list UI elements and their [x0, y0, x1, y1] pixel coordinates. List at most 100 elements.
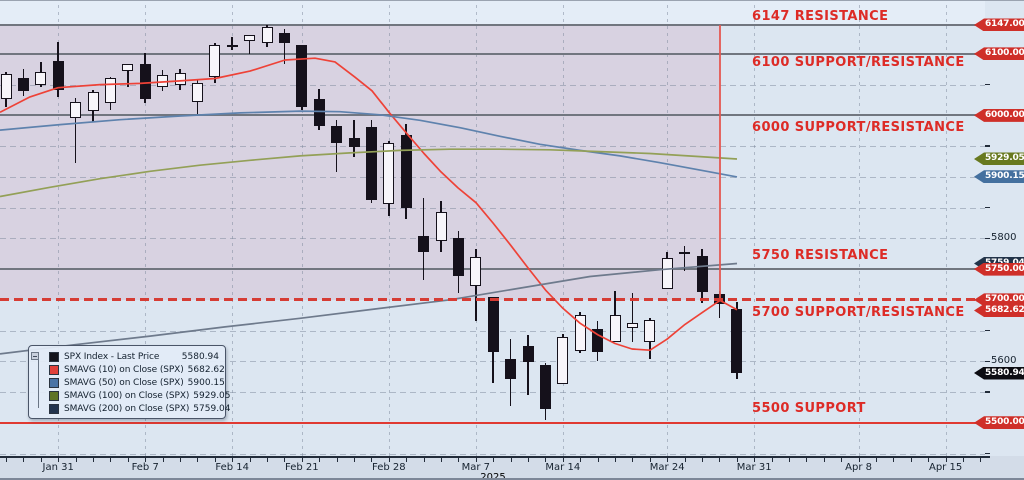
- candle: [609, 315, 621, 342]
- x-axis-label: Mar 24: [649, 462, 685, 473]
- x-axis-label: Feb 7: [131, 462, 159, 473]
- y-axis-tick: [985, 206, 990, 209]
- x-axis-tick: [232, 458, 234, 462]
- legend-row[interactable]: SPX Index - Last Price 5580.94: [49, 350, 219, 363]
- legend-row[interactable]: SMAVG (100) on Close (SPX) 5929.05: [49, 390, 231, 403]
- candle: [696, 255, 708, 293]
- x-axis-tick: [75, 458, 77, 462]
- x-axis-tick: [928, 458, 930, 462]
- x-axis-label: Feb 14: [215, 462, 249, 473]
- x-axis-tick: [910, 458, 912, 462]
- candle: [679, 252, 691, 255]
- level-price-badge: 6147.00: [974, 18, 1024, 32]
- candle: [35, 71, 47, 85]
- x-axis-tick: [336, 458, 338, 462]
- x-axis-label: Jan 31: [42, 462, 74, 473]
- grid-line-vertical: [754, 1, 756, 456]
- grid-line-vertical: [232, 1, 234, 456]
- level-price-badge: 6100.00: [974, 47, 1024, 61]
- candle: [522, 345, 534, 362]
- grid-line-vertical: [945, 1, 947, 456]
- legend-swatch: [49, 391, 59, 402]
- x-axis-tick: [806, 458, 808, 462]
- legend-row[interactable]: SMAVG (10) on Close (SPX) 5682.62: [49, 363, 225, 376]
- y-axis-tick: [985, 145, 990, 147]
- candle: [487, 296, 499, 353]
- legend-value: 5580.94: [181, 351, 219, 362]
- last-price-badge: 5580.94: [974, 366, 1024, 380]
- level-annotation: 5750 RESISTANCE: [752, 248, 889, 263]
- legend-row[interactable]: SMAVG (50) on Close (SPX) 5900.15: [49, 376, 225, 389]
- legend-swatch: [49, 404, 59, 415]
- x-axis-tick: [754, 458, 756, 462]
- x-axis-tick: [493, 458, 495, 462]
- grid-line-vertical: [475, 1, 477, 456]
- x-axis-tick: [40, 458, 42, 462]
- candle: [17, 78, 29, 92]
- x-axis-tick: [301, 458, 303, 462]
- x-axis-tick: [736, 458, 738, 462]
- x-axis-tick: [528, 458, 529, 462]
- x-axis-tick: [580, 458, 582, 462]
- candle: [87, 92, 99, 112]
- legend-label: SMAVG (100) on Close (SPX): [64, 391, 190, 402]
- y-axis-tick: [985, 360, 990, 363]
- x-axis-tick: [649, 458, 651, 462]
- x-axis-tick: [197, 458, 199, 462]
- grid-line-horizontal: [0, 207, 985, 209]
- x-axis-tick: [458, 458, 460, 462]
- grid-line-horizontal: [0, 453, 985, 455]
- x-axis-tick: [6, 458, 7, 462]
- legend-expander-icon[interactable]: [31, 352, 39, 360]
- x-axis-tick: [284, 458, 286, 462]
- x-axis-label: Feb 21: [284, 462, 319, 473]
- x-axis-tick: [145, 458, 147, 462]
- grid-line-vertical: [562, 1, 564, 456]
- candle: [226, 44, 238, 47]
- ma-price-badge: 5682.62: [974, 304, 1024, 317]
- grid-line-vertical: [858, 1, 860, 456]
- x-axis-tick: [93, 458, 94, 462]
- x-axis-tick: [876, 458, 877, 462]
- pink-highlight-region: [0, 24, 720, 300]
- x-axis-tick: [980, 458, 982, 462]
- candle: [296, 45, 308, 108]
- x-axis-tick: [423, 458, 425, 462]
- y-axis-tick: [985, 452, 990, 455]
- grid-line-vertical: [667, 1, 669, 456]
- candle: [70, 101, 82, 119]
- level-price-badge: 5750.00: [974, 262, 1024, 276]
- legend-label: SMAVG (200) on Close (SPX): [64, 404, 190, 415]
- candle: [731, 309, 743, 373]
- support-resistance-line: [0, 268, 985, 271]
- grid-line-horizontal: [0, 146, 985, 148]
- candle-wick: [283, 29, 286, 64]
- x-axis-line: [0, 456, 990, 458]
- legend-swatch: [49, 351, 59, 362]
- level-price-badge: 6000.00: [974, 108, 1024, 122]
- legend-label: SPX Index - Last Price: [64, 351, 160, 362]
- level-price-badge: 5500.00: [974, 416, 1024, 430]
- x-axis-label: Apr 8: [845, 462, 873, 473]
- candle-wick: [231, 37, 233, 50]
- support-resistance-line: [0, 23, 985, 26]
- plot-top-band: [0, 1, 985, 25]
- candle: [209, 44, 221, 78]
- candle: [539, 365, 551, 410]
- level-price-badge: 5700.00: [974, 293, 1024, 307]
- x-axis-tick: [475, 458, 477, 462]
- x-axis-tick: [945, 458, 947, 462]
- candle: [139, 64, 151, 100]
- x-axis-tick: [127, 458, 129, 462]
- x-axis-tick: [388, 458, 390, 462]
- candle: [348, 137, 360, 148]
- legend-value: 5682.62: [187, 364, 225, 375]
- x-axis-label: Mar 14: [545, 462, 581, 473]
- x-axis-tick: [667, 458, 669, 462]
- x-axis-tick: [789, 458, 790, 462]
- x-axis-tick: [963, 458, 964, 462]
- candle: [174, 72, 186, 86]
- x-axis-tick: [719, 458, 721, 462]
- x-axis-tick: [632, 458, 634, 462]
- legend-row[interactable]: SMAVG (200) on Close (SPX) 5759.04: [49, 403, 231, 416]
